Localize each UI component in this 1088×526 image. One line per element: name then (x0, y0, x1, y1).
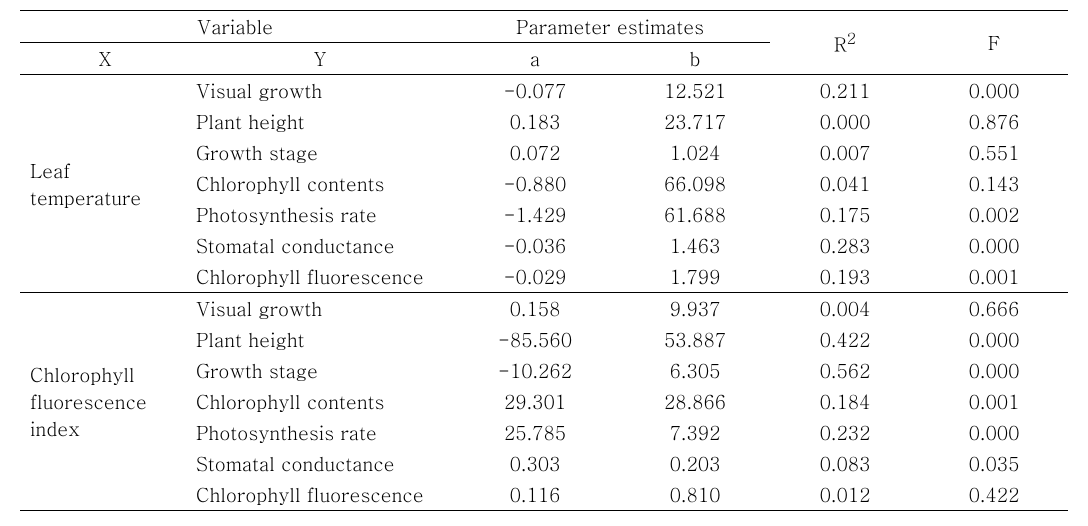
cell-a: 25.785 (450, 417, 620, 448)
cell-r2: 0.000 (770, 106, 920, 137)
header-param-estimates: Parameter estimates (450, 11, 770, 43)
cell-b: 1.463 (620, 230, 770, 261)
cell-b: 1.024 (620, 137, 770, 168)
group-x-label: Leaf temperature (20, 75, 190, 293)
cell-b: 66.098 (620, 168, 770, 199)
cell-f: 0.000 (920, 417, 1068, 448)
cell-f: 0.422 (920, 479, 1068, 511)
cell-a: -85.560 (450, 324, 620, 355)
header-variable: Variable (20, 11, 450, 43)
cell-r2: 0.175 (770, 199, 920, 230)
cell-y: Photosynthesis rate (190, 417, 450, 448)
cell-b: 61.688 (620, 199, 770, 230)
cell-r2: 0.422 (770, 324, 920, 355)
cell-f: 0.143 (920, 168, 1068, 199)
cell-r2: 0.012 (770, 479, 920, 511)
cell-b: 9.937 (620, 293, 770, 325)
header-y: Y (190, 43, 450, 75)
cell-a: -10.262 (450, 355, 620, 386)
cell-b: 0.203 (620, 448, 770, 479)
group-x-label: Chlorophyll fluorescence index (20, 293, 190, 511)
cell-a: 29.301 (450, 386, 620, 417)
cell-a: 0.116 (450, 479, 620, 511)
cell-y: Growth stage (190, 355, 450, 386)
cell-y: Chlorophyll fluorescence (190, 261, 450, 293)
cell-r2: 0.232 (770, 417, 920, 448)
cell-b: 23.717 (620, 106, 770, 137)
header-r2: R2 (770, 11, 920, 75)
cell-y: Chlorophyll contents (190, 168, 450, 199)
cell-f: 0.001 (920, 261, 1068, 293)
header-x: X (20, 43, 190, 75)
cell-f: 0.000 (920, 75, 1068, 107)
cell-r2: 0.283 (770, 230, 920, 261)
header-a: a (450, 43, 620, 75)
regression-table: Variable Parameter estimates R2 F X Y a … (20, 10, 1068, 511)
cell-a: 0.158 (450, 293, 620, 325)
cell-f: 0.001 (920, 386, 1068, 417)
cell-y: Visual growth (190, 75, 450, 107)
cell-r2: 0.083 (770, 448, 920, 479)
cell-b: 53.887 (620, 324, 770, 355)
cell-f: 0.000 (920, 324, 1068, 355)
cell-f: 0.876 (920, 106, 1068, 137)
cell-y: Plant height (190, 106, 450, 137)
header-b: b (620, 43, 770, 75)
cell-r2: 0.193 (770, 261, 920, 293)
cell-a: 0.303 (450, 448, 620, 479)
cell-b: 0.810 (620, 479, 770, 511)
cell-a: 0.072 (450, 137, 620, 168)
cell-a: -0.077 (450, 75, 620, 107)
cell-y: Stomatal conductance (190, 230, 450, 261)
cell-r2: 0.184 (770, 386, 920, 417)
cell-y: Photosynthesis rate (190, 199, 450, 230)
cell-f: 0.000 (920, 355, 1068, 386)
cell-b: 12.521 (620, 75, 770, 107)
cell-f: 0.002 (920, 199, 1068, 230)
cell-a: -0.880 (450, 168, 620, 199)
cell-r2: 0.004 (770, 293, 920, 325)
cell-r2: 0.562 (770, 355, 920, 386)
cell-r2: 0.041 (770, 168, 920, 199)
cell-a: -0.036 (450, 230, 620, 261)
cell-b: 28.866 (620, 386, 770, 417)
cell-y: Plant height (190, 324, 450, 355)
cell-y: Chlorophyll fluorescence (190, 479, 450, 511)
cell-b: 7.392 (620, 417, 770, 448)
cell-y: Growth stage (190, 137, 450, 168)
cell-a: 0.183 (450, 106, 620, 137)
cell-f: 0.551 (920, 137, 1068, 168)
cell-b: 1.799 (620, 261, 770, 293)
cell-b: 6.305 (620, 355, 770, 386)
cell-a: -0.029 (450, 261, 620, 293)
header-r2-sup: 2 (847, 27, 856, 49)
cell-y: Chlorophyll contents (190, 386, 450, 417)
cell-y: Visual growth (190, 293, 450, 325)
cell-a: -1.429 (450, 199, 620, 230)
cell-r2: 0.007 (770, 137, 920, 168)
header-r2-base: R (834, 31, 847, 58)
table-row: Leaf temperatureVisual growth-0.07712.52… (20, 75, 1068, 107)
table-row: Chlorophyll fluorescence indexVisual gro… (20, 293, 1068, 325)
cell-f: 0.666 (920, 293, 1068, 325)
header-f: F (920, 11, 1068, 75)
cell-f: 0.035 (920, 448, 1068, 479)
cell-y: Stomatal conductance (190, 448, 450, 479)
cell-r2: 0.211 (770, 75, 920, 107)
cell-f: 0.000 (920, 230, 1068, 261)
